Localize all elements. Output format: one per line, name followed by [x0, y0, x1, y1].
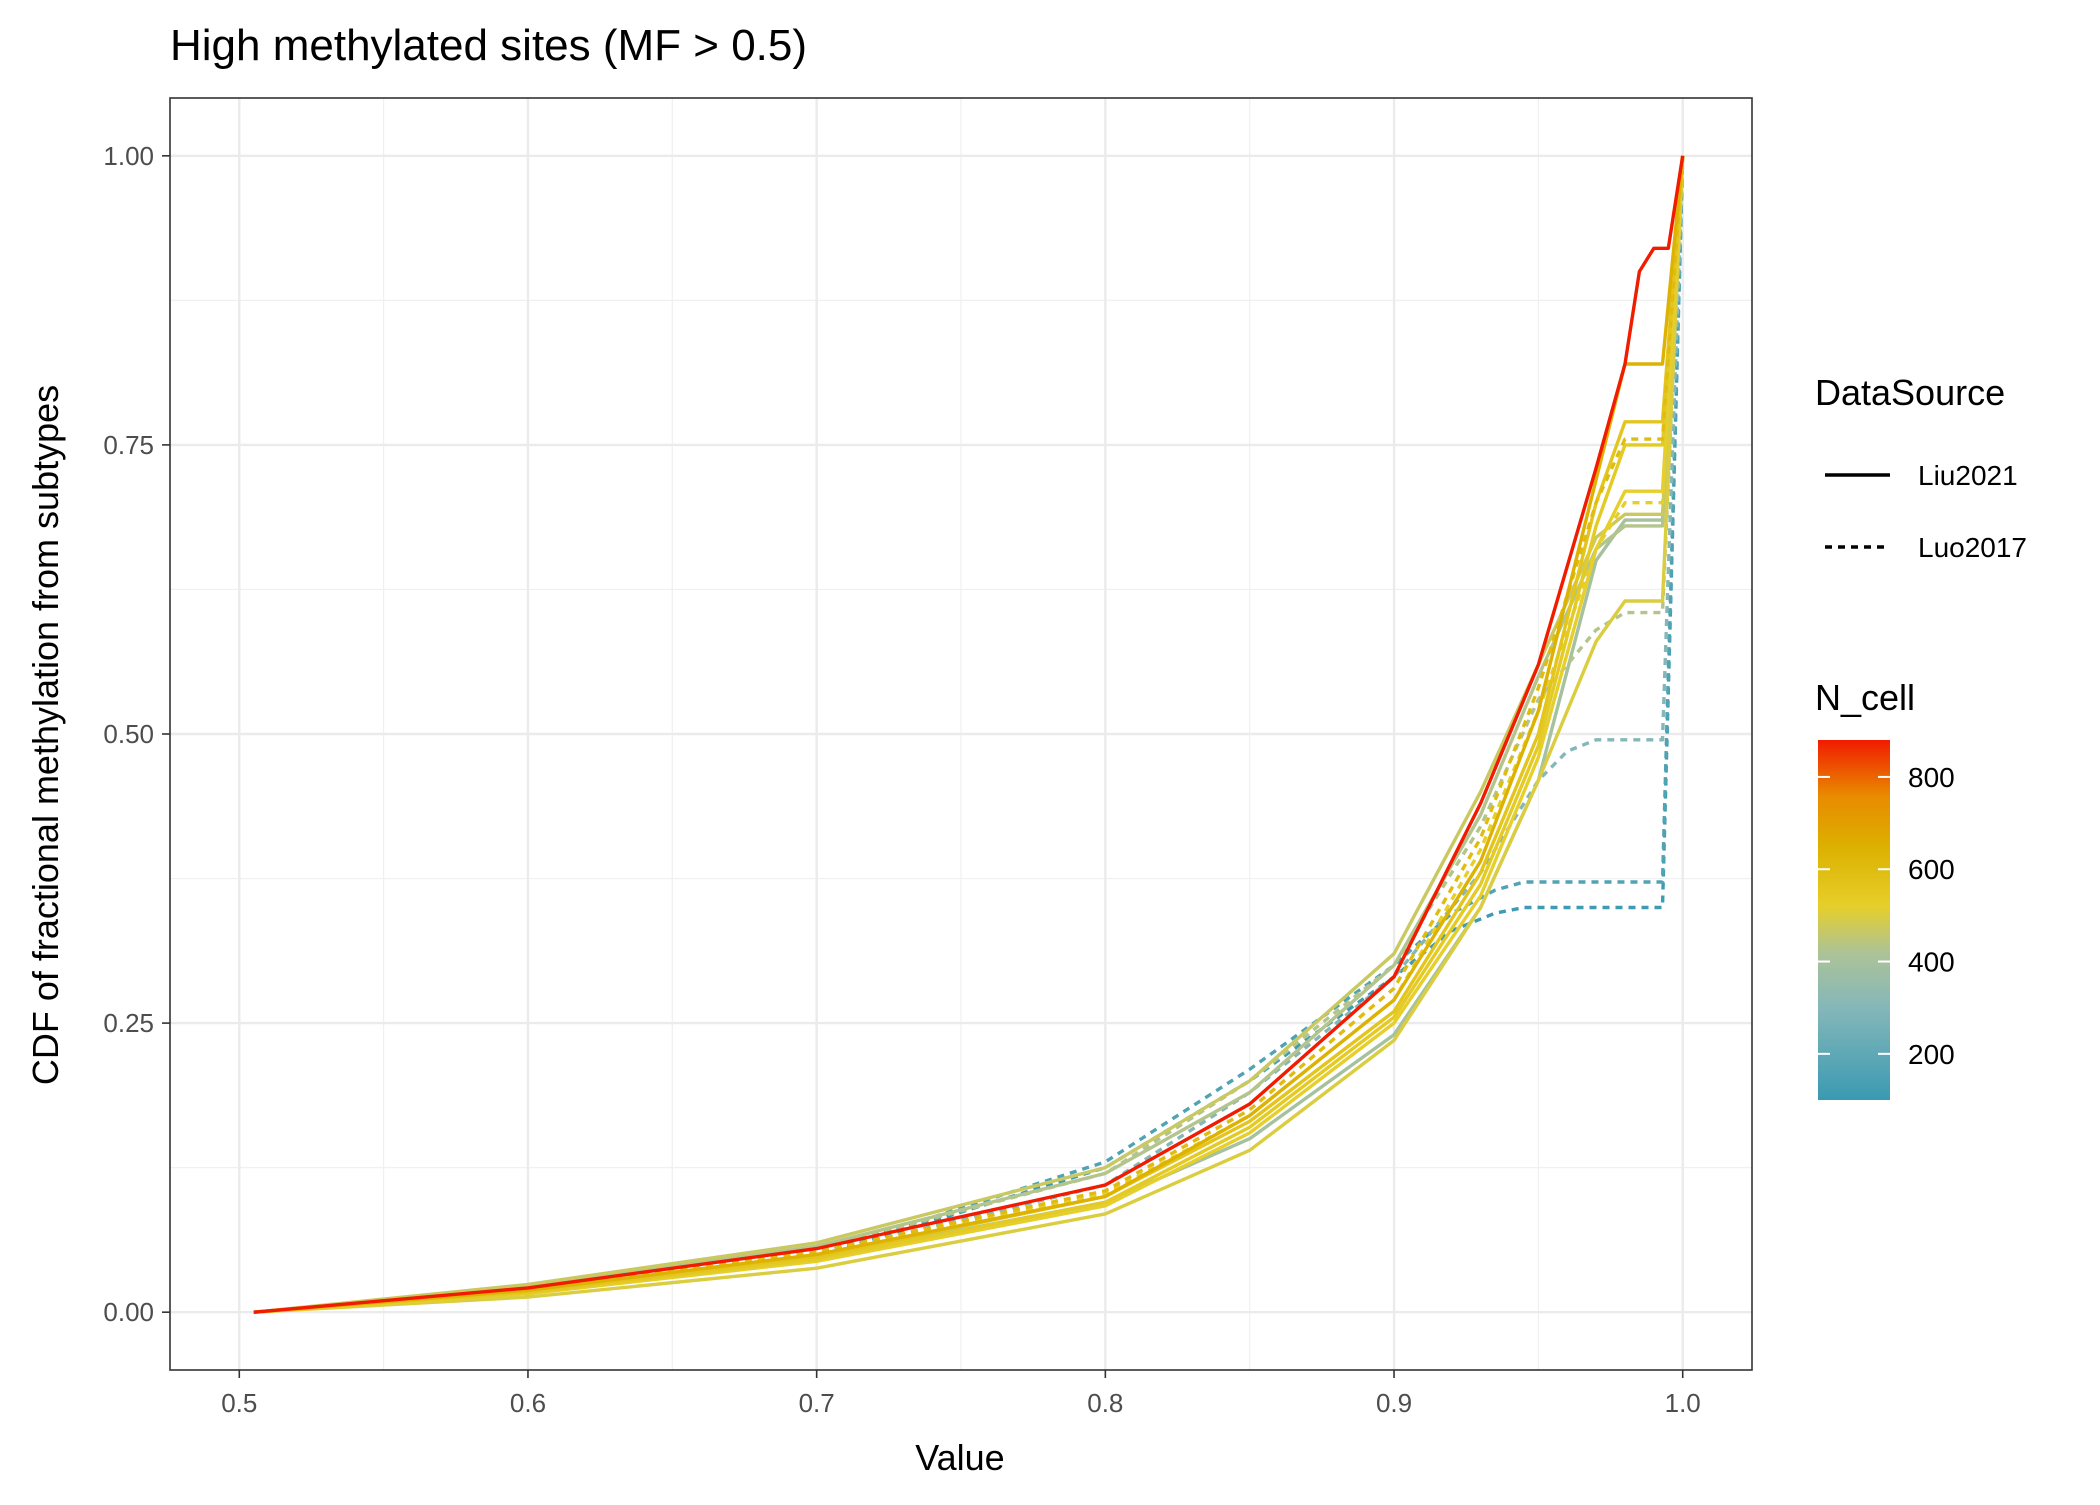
colorbar-tick-label: 200 [1908, 1039, 1955, 1070]
x-tick-label: 0.6 [510, 1388, 546, 1418]
x-tick-label: 0.7 [799, 1388, 835, 1418]
y-tick-label: 1.00 [103, 141, 154, 171]
x-tick-label: 1.0 [1665, 1388, 1701, 1418]
legend-color-title: N_cell [1815, 677, 1915, 718]
series-line-liu2021-500 [253, 155, 1685, 1314]
legend-label-liu2021: Liu2021 [1918, 460, 2018, 491]
series-line-luo2017-430 [253, 155, 1685, 1314]
legend-label-luo2017: Luo2017 [1918, 532, 2027, 563]
series-line-liu2021-560 [253, 155, 1685, 1314]
y-axis-ticks: 0.00 0.25 0.50 0.75 1.00 [103, 141, 170, 1327]
colorbar-tick-label: 800 [1908, 762, 1955, 793]
legend-colorbar [1818, 740, 1890, 1100]
colorbar-tick-label: 600 [1908, 854, 1955, 885]
legend-colorbar-ticks: 200 400 600 800 [1818, 762, 1955, 1070]
x-tick-label: 0.8 [1087, 1388, 1123, 1418]
colorbar-tick-label: 400 [1908, 947, 1955, 978]
y-tick-label: 0.25 [103, 1008, 154, 1038]
x-axis-ticks: 0.5 0.6 0.7 0.8 0.9 1.0 [221, 1370, 1701, 1418]
y-tick-label: 0.00 [103, 1297, 154, 1327]
series-line-liu2021-880 [253, 155, 1685, 1314]
chart-title: High methylated sites (MF > 0.5) [170, 21, 807, 70]
series-line-liu2021-640 [253, 155, 1685, 1314]
legend-linetype-title: DataSource [1815, 372, 2005, 413]
x-axis-title: Value [915, 1437, 1004, 1478]
legend-linetype-entries: Liu2021 Luo2017 [1825, 460, 2027, 563]
series-line-liu2021-520 [253, 155, 1685, 1314]
legend: DataSource Liu2021 Luo2017 N_cell 200 400 6… [1815, 372, 2027, 1100]
series-line-luo2017-300 [253, 155, 1685, 1314]
x-tick-label: 0.5 [221, 1388, 257, 1418]
series-line-liu2021-470 [253, 155, 1685, 1314]
series-line-luo2017-600 [253, 155, 1685, 1314]
y-axis-title: CDF of fractional methylation from subty… [25, 385, 66, 1085]
x-tick-label: 0.9 [1376, 1388, 1412, 1418]
plot-area [169, 97, 1753, 1371]
y-tick-label: 0.75 [103, 430, 154, 460]
series-line-liu2021-540 [253, 155, 1685, 1314]
y-tick-label: 0.50 [103, 719, 154, 749]
